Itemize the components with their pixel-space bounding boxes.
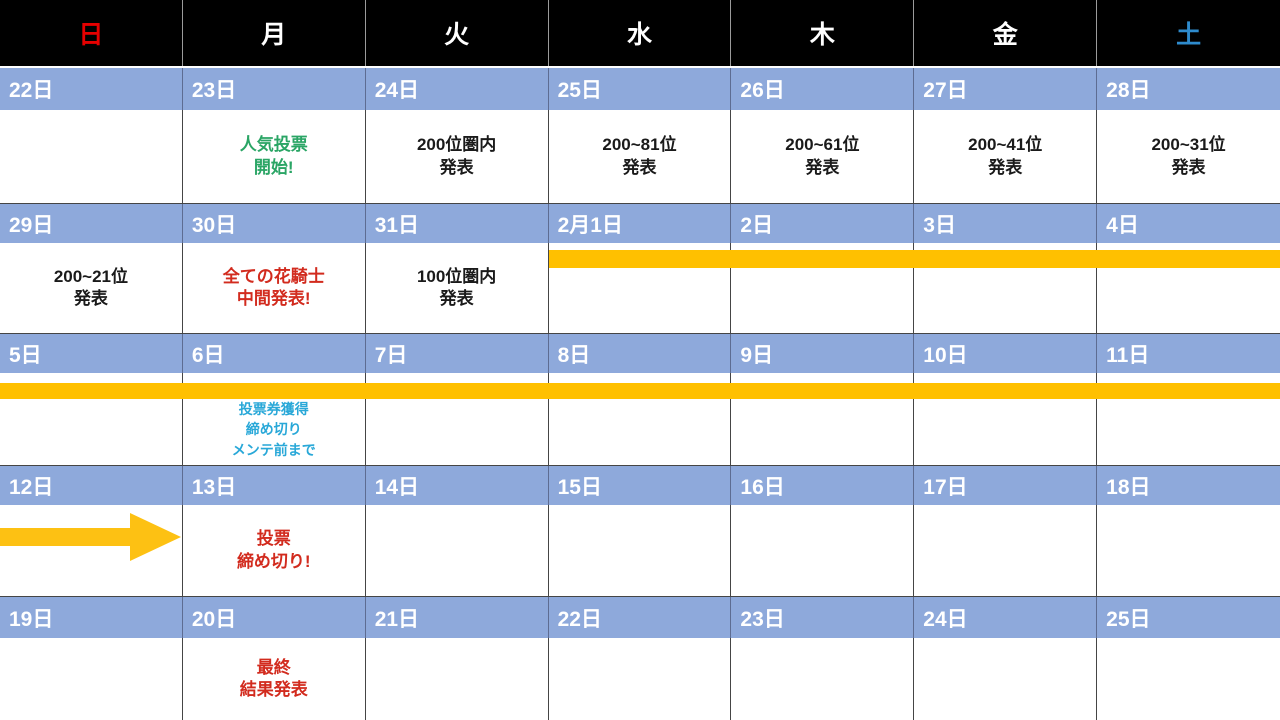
event-cell xyxy=(0,110,183,203)
week3-content: 投票券獲得 締め切り メンテ前まで xyxy=(0,373,1280,465)
weekday-sunday: 日 xyxy=(0,0,183,66)
week5-content: 最終 結果発表 xyxy=(0,638,1280,720)
event-cell xyxy=(549,505,732,596)
date-cell: 8日 xyxy=(549,334,732,373)
week5-date-bar: 19日 20日 21日 22日 23日 24日 25日 xyxy=(0,596,1280,638)
week1-date-bar: 22日 23日 24日 25日 26日 27日 28日 xyxy=(0,68,1280,110)
weekday-monday: 月 xyxy=(183,0,366,66)
event-cell: 投票 締め切り! xyxy=(183,505,366,596)
date-cell: 3日 xyxy=(914,204,1098,243)
event-cell xyxy=(914,243,1098,333)
weekday-header: 日 月 火 水 木 金 土 xyxy=(0,0,1280,66)
date-cell: 17日 xyxy=(914,466,1098,505)
weekday-saturday: 土 xyxy=(1176,21,1202,49)
event-cell: 100位圏内 発表 xyxy=(366,243,549,333)
event-cell xyxy=(731,373,915,465)
event-cell xyxy=(0,505,183,596)
event-cell: 200位圏内 発表 xyxy=(366,110,549,203)
weekday-wednesday: 水 xyxy=(549,0,732,66)
date-cell: 22日 xyxy=(0,68,183,110)
date-cell: 12日 xyxy=(0,466,183,505)
date-cell: 7日 xyxy=(366,334,549,373)
date-cell: 26日 xyxy=(731,68,915,110)
arrow-shape xyxy=(0,513,181,561)
date-cell: 2月1日 xyxy=(549,204,732,243)
event-cell xyxy=(366,373,549,465)
date-cell: 18日 xyxy=(1106,475,1151,499)
date-cell: 10日 xyxy=(914,334,1098,373)
date-cell: 23日 xyxy=(183,68,366,110)
event-cell xyxy=(731,243,915,333)
week3-date-bar: 5日 6日 7日 8日 9日 10日 11日 xyxy=(0,333,1280,373)
date-cell: 29日 xyxy=(0,204,183,243)
date-cell: 25日 xyxy=(1106,607,1151,631)
event-cell: 投票券獲得 締め切り メンテ前まで xyxy=(183,373,366,465)
event-cell: 200~61位 発表 xyxy=(731,110,915,203)
event-cell: 最終 結果発表 xyxy=(183,638,366,720)
event-cell xyxy=(914,505,1098,596)
event-cell: 全ての花騎士 中間発表! xyxy=(183,243,366,333)
date-cell: 13日 xyxy=(183,466,366,505)
date-cell: 24日 xyxy=(366,68,549,110)
date-cell: 9日 xyxy=(731,334,915,373)
date-cell: 24日 xyxy=(914,597,1098,638)
date-cell: 2日 xyxy=(731,204,915,243)
voting-period-bar xyxy=(0,383,1280,399)
event-cell xyxy=(549,373,732,465)
date-cell: 22日 xyxy=(549,597,732,638)
date-cell: 21日 xyxy=(366,597,549,638)
event-cell: 人気投票 開始! xyxy=(183,110,366,203)
date-cell: 11日 xyxy=(1106,343,1150,367)
date-cell: 15日 xyxy=(549,466,732,505)
date-cell: 27日 xyxy=(914,68,1098,110)
event-cell xyxy=(1097,505,1280,596)
week1-content: 人気投票 開始! 200位圏内 発表 200~81位 発表 200~61位 発表… xyxy=(0,110,1280,203)
date-cell: 20日 xyxy=(183,597,366,638)
event-cell: 200~81位 発表 xyxy=(549,110,732,203)
weekday-friday: 金 xyxy=(914,0,1098,66)
weekday-thursday: 木 xyxy=(731,0,915,66)
event-cell: 200~41位 発表 xyxy=(914,110,1098,203)
date-cell: 30日 xyxy=(183,204,366,243)
event-cell xyxy=(731,638,915,720)
event-cell xyxy=(366,505,549,596)
event-cell: 200~31位 発表 xyxy=(1151,135,1226,177)
event-cell xyxy=(0,638,183,720)
date-cell: 14日 xyxy=(366,466,549,505)
header-divider xyxy=(0,66,1280,68)
date-cell: 23日 xyxy=(731,597,915,638)
date-cell: 4日 xyxy=(1106,213,1139,237)
event-cell xyxy=(366,638,549,720)
date-cell: 6日 xyxy=(183,334,366,373)
week4-date-bar: 12日 13日 14日 15日 16日 17日 18日 xyxy=(0,465,1280,505)
event-cell xyxy=(549,638,732,720)
event-cell: 200~21位 発表 xyxy=(0,243,183,333)
date-cell: 31日 xyxy=(366,204,549,243)
date-cell: 28日 xyxy=(1106,79,1151,102)
event-cell xyxy=(914,638,1098,720)
date-cell: 5日 xyxy=(0,334,183,373)
week2-content: 200~21位 発表 全ての花騎士 中間発表! 100位圏内 発表 xyxy=(0,243,1280,333)
event-cell xyxy=(549,243,732,333)
event-cell xyxy=(914,373,1098,465)
date-cell: 19日 xyxy=(0,597,183,638)
week2-date-bar: 29日 30日 31日 2月1日 2日 3日 4日 xyxy=(0,203,1280,243)
event-cell xyxy=(731,505,915,596)
weekday-tuesday: 火 xyxy=(366,0,549,66)
event-cell xyxy=(0,373,183,465)
week4-content: 投票 締め切り! xyxy=(0,505,1280,596)
voting-period-bar xyxy=(548,250,1280,268)
event-cell xyxy=(1097,638,1280,720)
date-cell: 25日 xyxy=(549,68,732,110)
date-cell: 16日 xyxy=(731,466,915,505)
deadline-arrow-icon xyxy=(0,513,181,561)
